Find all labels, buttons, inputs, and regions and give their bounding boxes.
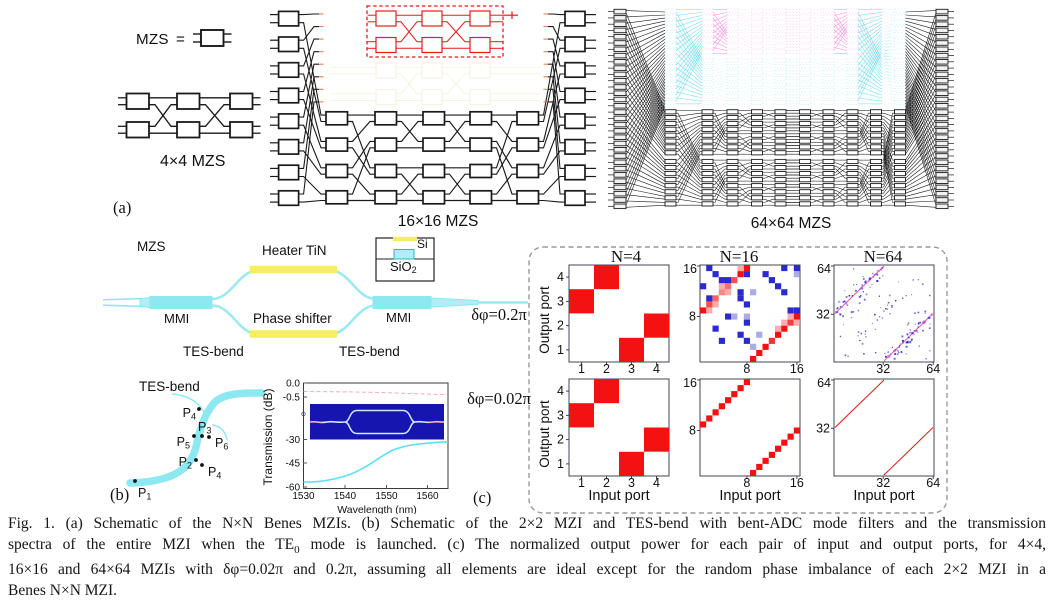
svg-text:4: 4 bbox=[653, 476, 660, 490]
svg-text:Heater TiN: Heater TiN bbox=[262, 243, 327, 258]
svg-text:2: 2 bbox=[603, 362, 610, 376]
svg-text:3: 3 bbox=[557, 408, 564, 422]
svg-text:8: 8 bbox=[689, 424, 696, 438]
svg-text:(c): (c) bbox=[473, 488, 491, 507]
svg-text:4: 4 bbox=[557, 270, 564, 284]
svg-text:TES-bend: TES-bend bbox=[339, 344, 400, 359]
svg-text:-30: -30 bbox=[286, 435, 301, 446]
svg-text:16: 16 bbox=[683, 376, 697, 390]
svg-text:16×16 MZS: 16×16 MZS bbox=[398, 213, 479, 230]
svg-text:P4: P4 bbox=[183, 406, 196, 422]
svg-text:1540: 1540 bbox=[334, 491, 357, 502]
svg-text:TES-bend: TES-bend bbox=[183, 344, 244, 359]
svg-text:Si: Si bbox=[417, 237, 428, 251]
svg-text:TES-bend: TES-bend bbox=[139, 379, 200, 394]
svg-text:P4: P4 bbox=[208, 465, 221, 481]
svg-text:δφ=0.02π: δφ=0.02π bbox=[467, 389, 531, 408]
svg-text:8: 8 bbox=[743, 476, 750, 490]
svg-text:3: 3 bbox=[628, 362, 635, 376]
svg-text:2: 2 bbox=[603, 476, 610, 490]
svg-text:32: 32 bbox=[876, 476, 890, 490]
svg-text:64: 64 bbox=[817, 376, 831, 390]
svg-text:32: 32 bbox=[816, 307, 830, 321]
svg-text:Output port: Output port bbox=[537, 400, 552, 468]
svg-text:N=16: N=16 bbox=[720, 247, 759, 266]
svg-text:MZS: MZS bbox=[137, 239, 166, 254]
svg-text:Phase shifter: Phase shifter bbox=[253, 311, 332, 326]
svg-text:1: 1 bbox=[557, 343, 564, 357]
svg-text:-45: -45 bbox=[286, 459, 301, 470]
svg-text:4: 4 bbox=[557, 384, 564, 398]
svg-text:64: 64 bbox=[926, 362, 940, 376]
svg-text:2: 2 bbox=[557, 319, 564, 333]
svg-text:N=64: N=64 bbox=[864, 247, 903, 266]
svg-text:32: 32 bbox=[876, 362, 890, 376]
svg-text:P1: P1 bbox=[138, 486, 151, 502]
svg-text:Input port: Input port bbox=[719, 488, 780, 504]
svg-text:32: 32 bbox=[816, 421, 830, 435]
svg-text:N=4: N=4 bbox=[611, 247, 642, 266]
svg-text:1550: 1550 bbox=[375, 491, 398, 502]
svg-text:0.0: 0.0 bbox=[286, 379, 300, 390]
svg-text:64: 64 bbox=[926, 476, 940, 490]
svg-text:P5: P5 bbox=[177, 435, 190, 451]
svg-text:=: = bbox=[176, 31, 185, 48]
svg-text:δφ=0.2π: δφ=0.2π bbox=[471, 305, 527, 324]
svg-text:Transmission (dB): Transmission (dB) bbox=[261, 389, 275, 486]
svg-text:4×4 MZS: 4×4 MZS bbox=[160, 153, 225, 170]
svg-text:MMI: MMI bbox=[386, 310, 411, 325]
svg-text:1530: 1530 bbox=[292, 491, 315, 502]
svg-text:16: 16 bbox=[790, 476, 804, 490]
svg-text:8: 8 bbox=[689, 310, 696, 324]
svg-text:64×64 MZS: 64×64 MZS bbox=[751, 215, 832, 232]
svg-text:-60: -60 bbox=[286, 483, 301, 494]
svg-text:1: 1 bbox=[578, 476, 585, 490]
svg-text:Wavelength (nm): Wavelength (nm) bbox=[337, 504, 417, 514]
svg-text:8: 8 bbox=[743, 362, 750, 376]
svg-text:Output port: Output port bbox=[537, 286, 552, 354]
svg-text:16: 16 bbox=[790, 362, 804, 376]
svg-text:P3: P3 bbox=[198, 420, 211, 436]
svg-text:Input port: Input port bbox=[853, 488, 914, 504]
svg-text:(a): (a) bbox=[113, 198, 131, 217]
svg-text:MZS: MZS bbox=[136, 31, 169, 48]
svg-text:SiO2: SiO2 bbox=[390, 259, 417, 275]
svg-text:Input port: Input port bbox=[588, 488, 649, 504]
svg-text:MMI: MMI bbox=[164, 311, 189, 326]
svg-text:16: 16 bbox=[683, 262, 697, 276]
svg-text:2: 2 bbox=[557, 433, 564, 447]
svg-text:4: 4 bbox=[653, 362, 660, 376]
svg-text:64: 64 bbox=[817, 262, 831, 276]
svg-text:-0.5: -0.5 bbox=[283, 393, 301, 404]
svg-text:1: 1 bbox=[578, 362, 585, 376]
svg-text:3: 3 bbox=[628, 476, 635, 490]
svg-text:1: 1 bbox=[557, 457, 564, 471]
svg-text:3: 3 bbox=[557, 294, 564, 308]
svg-text:1560: 1560 bbox=[416, 491, 439, 502]
svg-text:(b): (b) bbox=[110, 485, 129, 504]
